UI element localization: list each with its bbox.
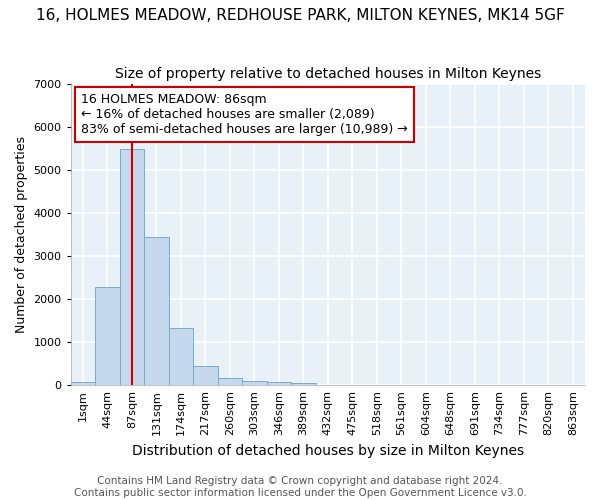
Bar [218,378,242,385]
Bar [193,366,218,385]
Bar [242,381,266,385]
X-axis label: Distribution of detached houses by size in Milton Keynes: Distribution of detached houses by size … [132,444,524,458]
Bar [266,382,291,385]
Title: Size of property relative to detached houses in Milton Keynes: Size of property relative to detached ho… [115,68,541,82]
Text: 16 HOLMES MEADOW: 86sqm
← 16% of detached houses are smaller (2,089)
83% of semi: 16 HOLMES MEADOW: 86sqm ← 16% of detache… [81,93,408,136]
Bar [71,382,95,385]
Text: 16, HOLMES MEADOW, REDHOUSE PARK, MILTON KEYNES, MK14 5GF: 16, HOLMES MEADOW, REDHOUSE PARK, MILTON… [35,8,565,22]
Bar [119,150,144,385]
Bar [95,287,119,385]
Bar [144,237,169,385]
Text: Contains HM Land Registry data © Crown copyright and database right 2024.
Contai: Contains HM Land Registry data © Crown c… [74,476,526,498]
Bar [169,328,193,385]
Bar [291,383,316,385]
Y-axis label: Number of detached properties: Number of detached properties [15,136,28,333]
